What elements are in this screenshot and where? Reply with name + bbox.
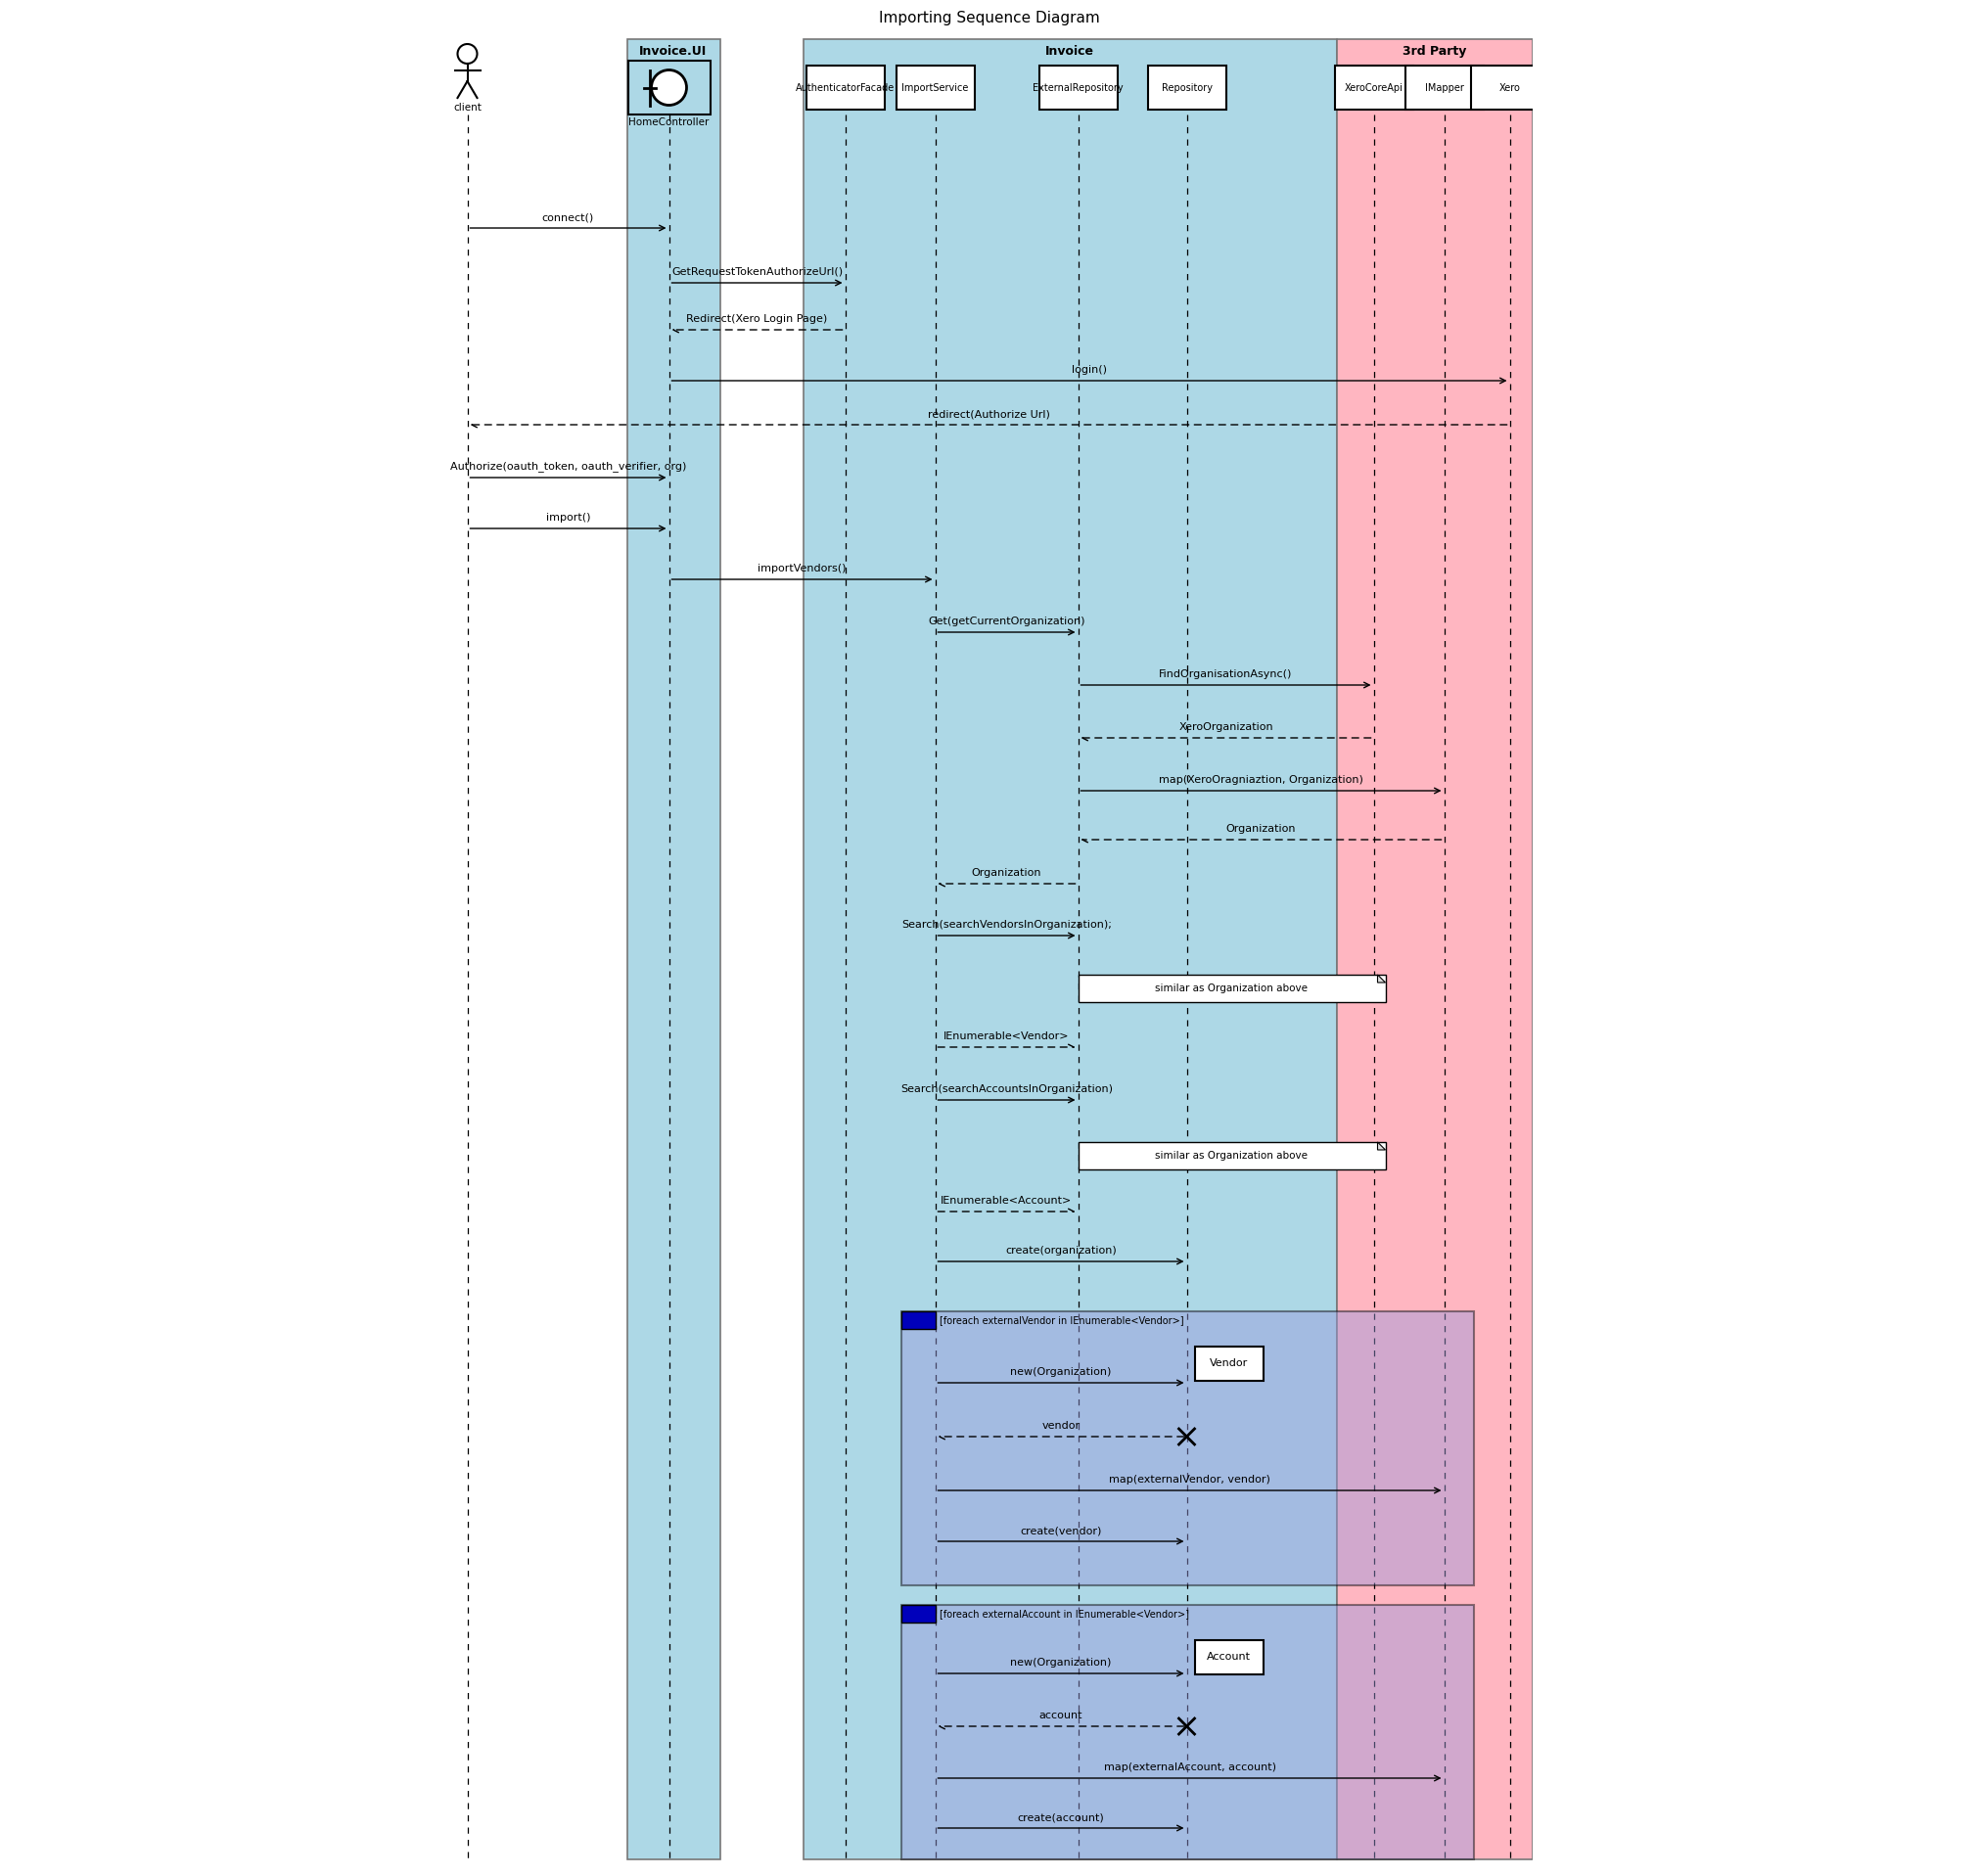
Text: Vendor: Vendor bbox=[1211, 1358, 1248, 1368]
Text: Xero: Xero bbox=[1499, 83, 1521, 92]
Text: Importing Sequence Diagram: Importing Sequence Diagram bbox=[878, 9, 1100, 24]
Text: XeroCoreApi: XeroCoreApi bbox=[1345, 83, 1402, 92]
Bar bbox=[1195, 1347, 1264, 1381]
Text: create(organization): create(organization) bbox=[1005, 1246, 1118, 1255]
Text: FindOrganisationAsync(): FindOrganisationAsync() bbox=[1159, 670, 1292, 679]
Text: vendor: vendor bbox=[1042, 1420, 1080, 1431]
Text: redirect(Authorize Url): redirect(Authorize Url) bbox=[928, 409, 1050, 418]
Text: IEnumerable<Vendor>: IEnumerable<Vendor> bbox=[944, 1032, 1070, 1041]
Text: map(externalVendor, vendor): map(externalVendor, vendor) bbox=[1110, 1475, 1270, 1484]
Text: create(vendor): create(vendor) bbox=[1021, 1525, 1102, 1535]
Bar bbox=[627, 39, 720, 1859]
Bar bbox=[900, 1311, 936, 1328]
Bar bbox=[1335, 66, 1412, 109]
Text: AuthenticatorFacade: AuthenticatorFacade bbox=[795, 83, 894, 92]
Text: Organization: Organization bbox=[1226, 824, 1296, 833]
Text: Account: Account bbox=[1207, 1653, 1250, 1662]
Bar bbox=[1038, 66, 1118, 109]
Bar bbox=[1078, 1142, 1385, 1169]
Bar bbox=[805, 66, 884, 109]
Bar bbox=[803, 39, 1337, 1859]
Text: Organization: Organization bbox=[971, 869, 1042, 878]
Text: new(Organization): new(Organization) bbox=[1011, 1658, 1112, 1668]
Text: ExternalRepository: ExternalRepository bbox=[1033, 83, 1124, 92]
Text: Redirect(Xero Login Page): Redirect(Xero Login Page) bbox=[686, 313, 827, 325]
Text: Repository: Repository bbox=[1161, 83, 1213, 92]
Text: Invoice.UI: Invoice.UI bbox=[639, 45, 708, 58]
Bar bbox=[900, 1606, 936, 1623]
Text: account: account bbox=[1038, 1711, 1082, 1720]
Text: HomeController: HomeController bbox=[629, 118, 710, 128]
Bar bbox=[1404, 66, 1484, 109]
Text: login(): login() bbox=[1072, 366, 1108, 375]
Text: importVendors(): importVendors() bbox=[758, 563, 847, 574]
Text: map(externalAccount, account): map(externalAccount, account) bbox=[1104, 1762, 1276, 1773]
Text: XeroOrganization: XeroOrganization bbox=[1179, 722, 1274, 732]
Text: connect(): connect() bbox=[542, 212, 593, 221]
Bar bbox=[900, 1606, 1474, 1859]
Bar bbox=[1337, 39, 1533, 1859]
Text: new(Organization): new(Organization) bbox=[1011, 1368, 1112, 1377]
Text: Authorize(oauth_token, oauth_verifier, org): Authorize(oauth_token, oauth_verifier, o… bbox=[451, 461, 686, 471]
Text: Search(searchVendorsInOrganization);: Search(searchVendorsInOrganization); bbox=[902, 919, 1112, 930]
Circle shape bbox=[651, 69, 686, 105]
Bar bbox=[900, 1311, 1474, 1585]
Bar bbox=[1147, 66, 1226, 109]
Bar bbox=[627, 60, 710, 114]
Text: IEnumerable<Account>: IEnumerable<Account> bbox=[942, 1195, 1072, 1206]
Text: import(): import() bbox=[546, 512, 589, 523]
Text: similar as Organization above: similar as Organization above bbox=[1155, 1150, 1307, 1161]
Text: ImportService: ImportService bbox=[902, 83, 969, 92]
Circle shape bbox=[457, 43, 477, 64]
Polygon shape bbox=[1377, 976, 1385, 983]
Text: create(account): create(account) bbox=[1017, 1812, 1104, 1822]
Text: map(XeroOragniaztion, Organization): map(XeroOragniaztion, Organization) bbox=[1159, 775, 1363, 784]
Bar bbox=[1470, 66, 1549, 109]
Text: Search(searchAccountsInOrganization): Search(searchAccountsInOrganization) bbox=[900, 1084, 1114, 1094]
Text: IMapper: IMapper bbox=[1424, 83, 1464, 92]
Text: client: client bbox=[453, 103, 481, 113]
Bar bbox=[1078, 976, 1385, 1002]
Text: Get(getCurrentOrganization): Get(getCurrentOrganization) bbox=[928, 617, 1086, 627]
Polygon shape bbox=[1377, 1142, 1385, 1150]
Text: [foreach externalAccount in IEnumerable<Vendor>]: [foreach externalAccount in IEnumerable<… bbox=[940, 1610, 1189, 1619]
Text: similar as Organization above: similar as Organization above bbox=[1155, 983, 1307, 992]
Text: 3rd Party: 3rd Party bbox=[1402, 45, 1466, 58]
Bar bbox=[1195, 1640, 1264, 1673]
Bar bbox=[896, 66, 975, 109]
Text: Invoice: Invoice bbox=[1044, 45, 1094, 58]
Text: [foreach externalVendor in IEnumerable<Vendor>]: [foreach externalVendor in IEnumerable<V… bbox=[940, 1315, 1185, 1324]
Text: GetRequestTokenAuthorizeUrl(): GetRequestTokenAuthorizeUrl() bbox=[671, 266, 843, 278]
